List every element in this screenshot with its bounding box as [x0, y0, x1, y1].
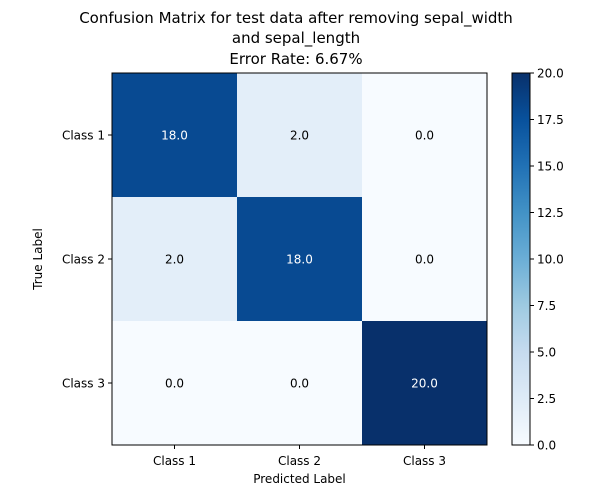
y-tick-label: Class 3: [62, 377, 105, 391]
colorbar-tick-label: 2.5: [537, 392, 556, 406]
chart-title: Confusion Matrix for test data after rem…: [79, 9, 513, 68]
x-tick-label: Class 3: [403, 454, 446, 468]
colorbar-tick-label: 10.0: [537, 253, 564, 267]
chart-title-line-3: Error Rate: 6.67%: [229, 50, 362, 68]
y-axis-ticks: Class 1 Class 2 Class 3: [62, 129, 112, 391]
x-axis-ticks: Class 1 Class 2 Class 3: [153, 445, 446, 468]
colorbar-tick-label: 5.0: [537, 346, 556, 360]
cell-value-label: 0.0: [290, 377, 309, 391]
heatmap-cell: [237, 321, 362, 445]
colorbar-tick-label: 20.0: [537, 67, 564, 81]
heatmap-cell: [237, 73, 362, 197]
y-tick-label: Class 2: [62, 253, 105, 267]
y-axis-label: True Label: [31, 228, 45, 291]
colorbar: [511, 72, 531, 446]
colorbar-tick-label: 17.5: [537, 113, 564, 127]
heatmap-cell-labels: 18.0 2.0 0.0 2.0 18.0 0.0 0.0 0.0 20.0: [161, 129, 438, 391]
cell-value-label: 2.0: [290, 129, 309, 143]
cell-value-label: 0.0: [165, 377, 184, 391]
heatmap-cell: [362, 321, 487, 445]
x-tick-label: Class 1: [153, 454, 196, 468]
cell-value-label: 0.0: [415, 253, 434, 267]
x-tick-label: Class 2: [278, 454, 321, 468]
heatmap-cells: [112, 73, 487, 445]
cell-value-label: 0.0: [415, 129, 434, 143]
y-tick-label: Class 1: [62, 129, 105, 143]
cell-value-label: 20.0: [411, 377, 438, 391]
cell-value-label: 18.0: [161, 129, 188, 143]
colorbar-tick-label: 0.0: [537, 439, 556, 453]
chart-title-line-2: and sepal_length: [232, 29, 360, 48]
colorbar-ticks: 0.0 2.5 5.0 7.5 10.0 12.5 15.0 17.5 20.0: [530, 67, 564, 453]
cell-value-label: 18.0: [286, 253, 313, 267]
heatmap-cell: [112, 73, 237, 197]
colorbar-tick-label: 12.5: [537, 206, 564, 220]
heatmap-cell: [362, 73, 487, 197]
heatmap-cell: [362, 197, 487, 321]
x-axis-label: Predicted Label: [253, 472, 346, 486]
chart-title-line-1: Confusion Matrix for test data after rem…: [79, 9, 513, 28]
colorbar-tick-label: 7.5: [537, 299, 556, 313]
heatmap-cell: [112, 197, 237, 321]
cell-value-label: 2.0: [165, 253, 184, 267]
colorbar-tick-label: 15.0: [537, 160, 564, 174]
heatmap-cell: [237, 197, 362, 321]
heatmap-cell: [112, 321, 237, 445]
